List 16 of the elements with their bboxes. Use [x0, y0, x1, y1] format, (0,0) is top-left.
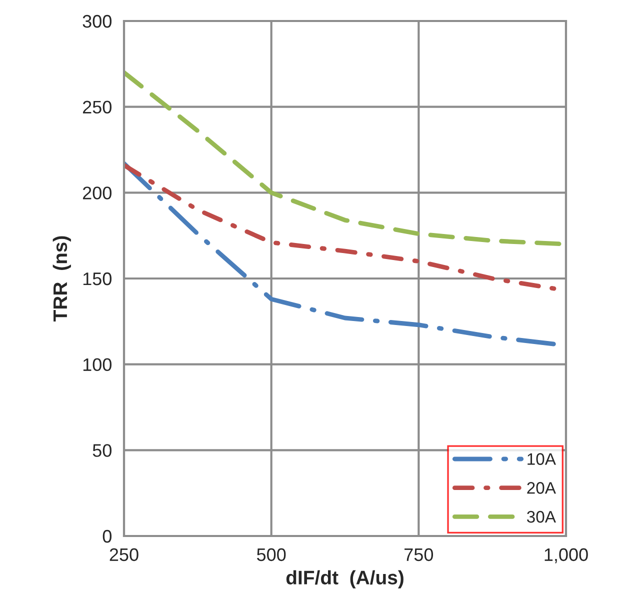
y-tick-label: 200	[82, 186, 112, 200]
legend-label: 20A	[527, 482, 556, 494]
y-tick-label: 100	[83, 358, 112, 372]
y-tick-label: 150	[83, 272, 112, 286]
legend-label: 30A	[526, 510, 556, 523]
y-tick-label: 300	[82, 14, 112, 28]
y-tick-label: 50	[92, 444, 112, 457]
x-tick-label: 1,000	[544, 548, 588, 564]
y-tick-label: 0	[102, 530, 112, 543]
x-tick-label: 750	[404, 548, 434, 562]
x-tick-label: 250	[110, 548, 138, 562]
x-axis-title: dIF/dt (A/us)	[286, 570, 404, 588]
legend-label: 10A	[528, 453, 556, 465]
y-tick-label: 250	[82, 100, 112, 114]
x-tick-label: 500	[256, 548, 286, 562]
y-axis-title: TRR (ns)	[52, 236, 71, 322]
